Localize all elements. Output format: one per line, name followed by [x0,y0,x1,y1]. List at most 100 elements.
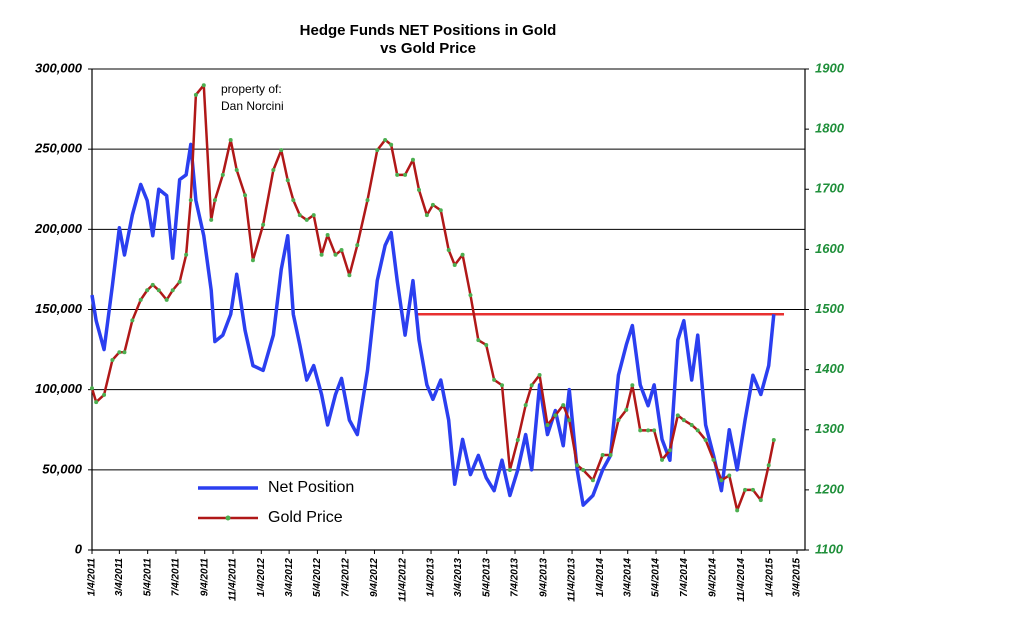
y2-tick-label: 1200 [815,481,845,496]
y2-tick-label: 1400 [815,361,845,376]
x-tick-label: 5/4/2011 [142,558,153,597]
y2-tick-label: 1300 [815,421,845,436]
y2-tick-label: 1500 [815,301,845,316]
y-tick-label: 200,000 [34,221,83,236]
y-tick-label: 50,000 [42,461,83,476]
series-marker [561,403,566,408]
x-tick-label: 7/4/2011 [171,558,182,597]
series-marker [624,407,629,412]
series-line [90,83,776,512]
series-marker [452,263,457,268]
series-marker [102,392,107,397]
x-tick-label: 11/4/2013 [567,558,578,602]
x-tick-label: 3/4/2011 [114,558,125,597]
x-tick-label: 5/4/2012 [312,558,323,597]
series-marker [117,350,122,355]
series-marker [430,202,435,207]
y2-tick-label: 1900 [815,60,845,75]
series-marker [228,137,233,142]
series-marker [545,422,550,427]
series-marker [703,437,708,442]
series-marker [719,478,724,483]
series-marker [500,383,505,388]
x-tick-label: 5/4/2014 [651,558,662,597]
series-marker [304,217,309,222]
series-marker [130,318,135,323]
series-marker [188,198,193,203]
y2-tick-label: 1600 [815,241,845,256]
series-marker [285,178,290,183]
series-marker [170,288,175,293]
x-tick-label: 1/4/2014 [595,558,606,597]
legend-marker [225,515,231,521]
series-marker [711,457,716,462]
x-tick-label: 11/4/2011 [228,558,239,601]
series-marker [638,428,643,433]
series-marker [529,383,534,388]
series-marker [365,198,370,203]
series-marker [209,217,214,222]
x-tick-label: 11/4/2012 [397,558,408,602]
x-tick-label: 1/4/2012 [256,558,267,597]
x-tick-label: 3/4/2012 [284,558,295,597]
series-marker [339,247,344,252]
x-tick-label: 11/4/2014 [736,558,747,602]
y-tick-label: 300,000 [35,60,83,75]
series-marker [355,243,360,248]
series-marker [581,468,586,473]
series-marker [590,478,595,483]
y-tick-label: 0 [75,541,83,556]
series-marker [138,297,143,302]
x-tick-label: 1/4/2015 [764,558,775,597]
x-tick-label: 7/4/2014 [679,558,690,597]
y-tick-label: 250,000 [34,141,83,156]
y-tick-label: 100,000 [35,381,83,396]
series-marker [122,350,127,355]
series-marker [333,252,338,257]
x-tick-label: 3/4/2015 [792,558,803,597]
series-marker [424,213,429,218]
x-tick-label: 9/4/2011 [199,558,210,597]
y2-tick-label: 1800 [815,121,845,136]
annotation: property of: [221,82,282,96]
y2-tick-label: 1700 [815,181,845,196]
series-marker [291,198,296,203]
series-marker [311,213,316,218]
series-marker [652,428,657,433]
series-marker [476,338,481,343]
series-marker [403,172,408,177]
series-marker [667,448,672,453]
series-marker [297,213,302,218]
y-tick-label: 150,000 [35,301,83,316]
series-marker [743,487,748,492]
series-marker [438,208,443,213]
series-marker [150,282,155,287]
series-marker [484,342,489,347]
series-marker [675,413,680,418]
series-marker [319,252,324,257]
series-marker [94,400,99,405]
series-marker [220,172,225,177]
series-marker [243,193,248,198]
series-marker [646,428,651,433]
x-tick-label: 1/4/2013 [426,558,437,597]
series-marker [575,463,580,468]
series-marker [325,232,330,237]
series-marker [771,437,776,442]
series-marker [507,468,512,473]
series-marker [608,453,613,458]
chart-title: Hedge Funds NET Positions in Gold [300,22,557,39]
y2-tick-label: 1100 [815,541,844,556]
series-marker [616,418,621,423]
series-marker [90,386,94,391]
series-marker [145,288,150,293]
x-tick-label: 7/4/2012 [340,558,351,597]
series-marker [271,168,276,173]
series-marker [750,487,755,492]
series-marker [395,172,400,177]
x-tick-label: 1/4/2011 [87,558,98,597]
series-marker [695,428,700,433]
series-marker [630,383,635,388]
